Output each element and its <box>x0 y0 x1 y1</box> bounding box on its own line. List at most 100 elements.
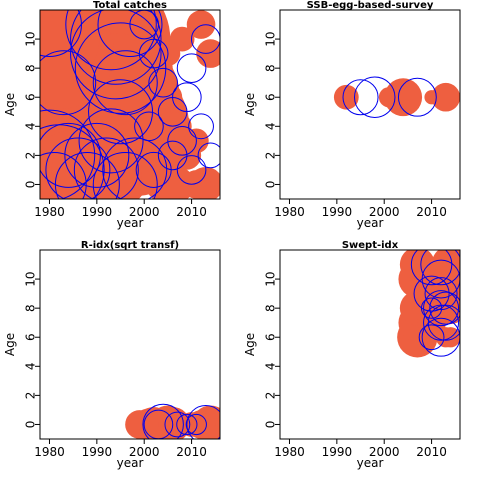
negative-residual-bubble <box>164 411 191 438</box>
plot-frame <box>279 9 461 200</box>
negative-residual-bubble <box>54 151 120 199</box>
negative-residual-bubble <box>420 250 460 286</box>
positive-residual-bubble <box>333 84 359 110</box>
x-tick-label: 1990 <box>322 445 353 459</box>
negative-residual-bubble <box>92 50 158 116</box>
negative-residual-bubble <box>342 79 379 116</box>
negative-residual-bubble <box>176 155 207 185</box>
x-axis-label: year <box>117 216 144 230</box>
y-tick-label: 0 <box>24 181 38 189</box>
points-group <box>125 403 220 439</box>
y-axis-label: Age <box>243 333 257 356</box>
negative-residual-bubble <box>418 324 445 351</box>
negative-residual-bubble <box>88 79 154 145</box>
y-tick-label: 4 <box>24 362 38 370</box>
negative-residual-bubble <box>40 109 96 199</box>
plot-frame <box>39 249 221 440</box>
x-axis-label: year <box>117 456 144 470</box>
x-tick-label: 1980 <box>34 445 65 459</box>
panel-2: 1980 1990 2000 2010 0 2 4 6 8 10 year Age SSB-egg-ba… <box>243 0 461 230</box>
panel-title: Swept-idx <box>342 240 399 251</box>
points-group <box>40 10 220 199</box>
x-tick-label: 1980 <box>274 445 305 459</box>
plot-frame <box>279 249 461 440</box>
positive-residual-bubble <box>127 417 142 432</box>
panel-4: 1980 1990 2000 2010 0 2 4 6 8 10 year Age Swept-idx <box>243 240 461 470</box>
negative-residual-bubble <box>142 403 184 439</box>
negative-residual-bubble <box>102 137 168 199</box>
panel-title: Total catches <box>93 0 167 11</box>
positive-residual-bubble <box>407 283 428 304</box>
negative-residual-bubble <box>424 277 458 311</box>
negative-residual-bubble <box>185 413 207 436</box>
negative-residual-bubble <box>188 113 214 140</box>
negative-residual-bubble <box>70 10 162 85</box>
negative-residual-bubble <box>410 250 453 286</box>
x-tick-label: 2010 <box>176 205 207 219</box>
negative-residual-bubble <box>176 53 207 83</box>
x-tick-label: 1980 <box>34 205 65 219</box>
y-tick-label: 0 <box>264 421 278 429</box>
negative-residual-bubble <box>176 413 198 436</box>
x-tick-label: 2010 <box>176 445 207 459</box>
y-tick-label: 2 <box>264 392 278 400</box>
y-tick-label: 0 <box>264 181 278 189</box>
x-tick-label: 2000 <box>369 445 400 459</box>
y-tick-label: 10 <box>264 31 278 46</box>
x-axis-label: year <box>357 216 384 230</box>
y-tick-label: 2 <box>264 152 278 160</box>
x-tick-label: 2000 <box>369 205 400 219</box>
positive-residual-bubble <box>169 26 195 52</box>
negative-residual-bubble <box>97 10 163 58</box>
negative-residual-bubble <box>148 67 178 98</box>
positive-residual-bubble <box>431 82 460 112</box>
negative-residual-bubble <box>65 10 157 71</box>
negative-residual-bubble <box>40 50 97 116</box>
y-axis-label: Age <box>3 333 17 356</box>
x-tick-label: 2000 <box>129 205 160 219</box>
y-tick-label: 10 <box>24 271 38 286</box>
y-tick-label: 6 <box>264 333 278 341</box>
negative-residual-bubble <box>138 38 169 69</box>
negative-residual-bubble <box>413 275 450 312</box>
x-tick-label: 2010 <box>416 445 447 459</box>
negative-residual-bubble <box>40 10 82 58</box>
positive-residual-bubble <box>182 170 211 199</box>
y-tick-label: 0 <box>24 421 38 429</box>
y-tick-label: 6 <box>24 93 38 101</box>
negative-residual-bubble <box>397 77 437 117</box>
negative-residual-bubble <box>78 108 144 174</box>
y-tick-label: 8 <box>24 64 38 72</box>
negative-residual-bubble <box>92 151 158 199</box>
y-tick-label: 6 <box>264 93 278 101</box>
x-tick-label: 1980 <box>274 205 305 219</box>
y-tick-label: 6 <box>24 333 38 341</box>
negative-residual-bubble <box>186 405 220 439</box>
x-tick-label: 1990 <box>322 205 353 219</box>
negative-residual-bubble <box>190 24 220 54</box>
y-tick-label: 4 <box>264 362 278 370</box>
y-tick-label: 2 <box>24 152 38 160</box>
panel-title: SSB-egg-based-survey <box>307 0 434 11</box>
panel-title: R-idx(sqrt transf) <box>81 240 179 251</box>
negative-residual-bubble <box>40 151 87 199</box>
panel-3: 1980 1990 2000 2010 0 2 4 6 8 10 year Age R-idx(sqrt… <box>3 240 221 470</box>
negative-residual-bubble <box>167 126 197 156</box>
positive-residual-bubble <box>196 39 220 68</box>
y-tick-label: 10 <box>24 31 38 46</box>
points-group <box>333 76 460 118</box>
y-tick-label: 8 <box>264 64 278 72</box>
y-axis-label: Age <box>243 93 257 116</box>
positive-residual-bubble <box>378 87 400 108</box>
y-tick-label: 8 <box>24 304 38 312</box>
points-group <box>397 250 460 358</box>
plot-frame <box>39 9 221 200</box>
x-tick-label: 1990 <box>82 205 113 219</box>
y-tick-label: 10 <box>264 271 278 286</box>
negative-residual-bubble <box>73 137 139 199</box>
y-tick-label: 8 <box>264 304 278 312</box>
negative-residual-bubble <box>354 76 396 118</box>
negative-residual-bubble <box>70 10 162 100</box>
